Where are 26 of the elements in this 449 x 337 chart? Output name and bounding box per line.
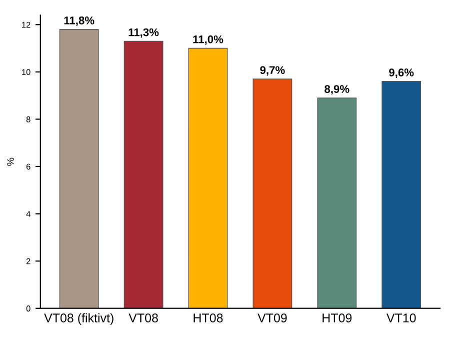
bar <box>317 98 357 308</box>
y-tick-label: 8 <box>26 116 30 122</box>
y-tick-label: 10 <box>22 69 30 76</box>
bar <box>124 40 164 308</box>
bar <box>188 48 228 308</box>
data-label: 11,8% <box>64 16 94 26</box>
x-tick-label: VT08 (fiktivt) <box>44 313 114 325</box>
data-label: 8,9% <box>324 85 350 95</box>
bar <box>59 29 99 308</box>
data-label: 9,7% <box>260 66 285 76</box>
x-tick-label: VT09 <box>258 314 287 322</box>
bar <box>252 78 292 308</box>
y-tick-label: 0 <box>26 306 30 312</box>
y-tick-label: 4 <box>26 211 30 217</box>
y-tick-label: 6 <box>26 164 30 170</box>
y-axis-title: % <box>7 158 14 166</box>
y-tick-label: 12 <box>22 22 30 28</box>
x-tick-label: VT10 <box>386 314 416 322</box>
data-label: 9,6% <box>389 68 414 78</box>
y-tick-label: 2 <box>26 258 30 264</box>
data-label: 11,3% <box>128 28 159 38</box>
x-tick-label: HT09 <box>322 314 352 322</box>
x-tick-label: VT08 <box>128 314 158 322</box>
x-tick-label: HT08 <box>194 314 223 322</box>
data-label: 11,0% <box>193 35 224 45</box>
bar <box>382 81 422 308</box>
